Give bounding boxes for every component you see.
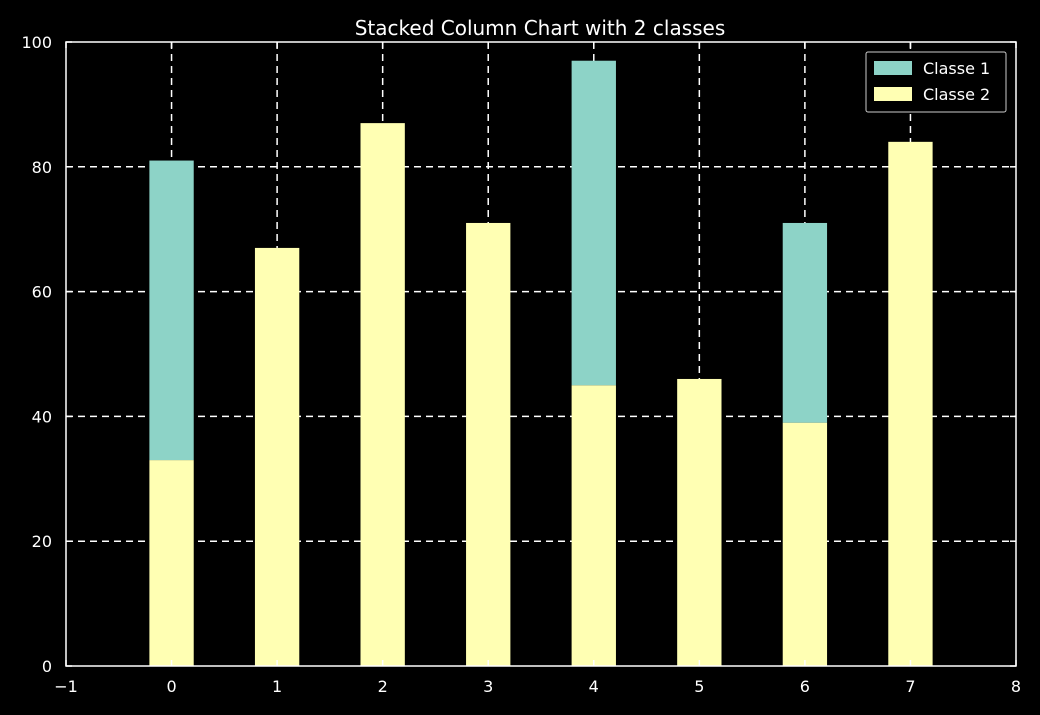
x-tick-label: 7 xyxy=(905,677,915,696)
y-tick-label: 20 xyxy=(32,532,52,551)
bars xyxy=(149,60,933,667)
x-tick-label: 4 xyxy=(589,677,599,696)
bar-classe-2-6 xyxy=(782,422,828,666)
x-tick-label: −1 xyxy=(54,677,78,696)
y-tick-label: 60 xyxy=(32,283,52,302)
y-tick-label: 100 xyxy=(21,33,52,52)
x-tick-label: 5 xyxy=(694,677,704,696)
bar-classe-2-0 xyxy=(149,460,194,666)
legend: Classe 1 Classe 2 xyxy=(865,51,1007,113)
x-tick-label: 0 xyxy=(166,677,176,696)
axes xyxy=(65,41,1017,667)
bar-classe-1-0 xyxy=(149,160,194,461)
bar-classe-2-1 xyxy=(254,247,300,667)
bar-classe-2-5 xyxy=(677,378,722,666)
bar-classe-2-2 xyxy=(360,123,405,667)
y-tick-label: 0 xyxy=(42,657,52,676)
y-tick-label: 80 xyxy=(32,158,52,177)
legend-label-classe-2: Classe 2 xyxy=(923,85,990,104)
bar-classe-1-6 xyxy=(782,222,828,423)
x-tick-label: 6 xyxy=(800,677,810,696)
legend-swatch-classe-1 xyxy=(874,61,912,75)
legend-label-classe-1: Classe 1 xyxy=(923,59,990,78)
bar-classe-2-7 xyxy=(888,141,933,667)
bar-classe-1-4 xyxy=(571,60,616,386)
y-tick-label: 40 xyxy=(32,407,52,426)
x-tick-label: 8 xyxy=(1011,677,1021,696)
bar-classe-2-3 xyxy=(466,222,511,666)
plot-frame xyxy=(65,41,1017,667)
x-tick-label: 2 xyxy=(378,677,388,696)
legend-swatch-classe-2 xyxy=(874,87,912,101)
bar-classe-2-4 xyxy=(571,385,616,666)
grid-lines xyxy=(66,42,1016,666)
x-tick-label: 3 xyxy=(483,677,493,696)
chart-title: Stacked Column Chart with 2 classes xyxy=(355,16,726,40)
x-tick-label: 1 xyxy=(272,677,282,696)
